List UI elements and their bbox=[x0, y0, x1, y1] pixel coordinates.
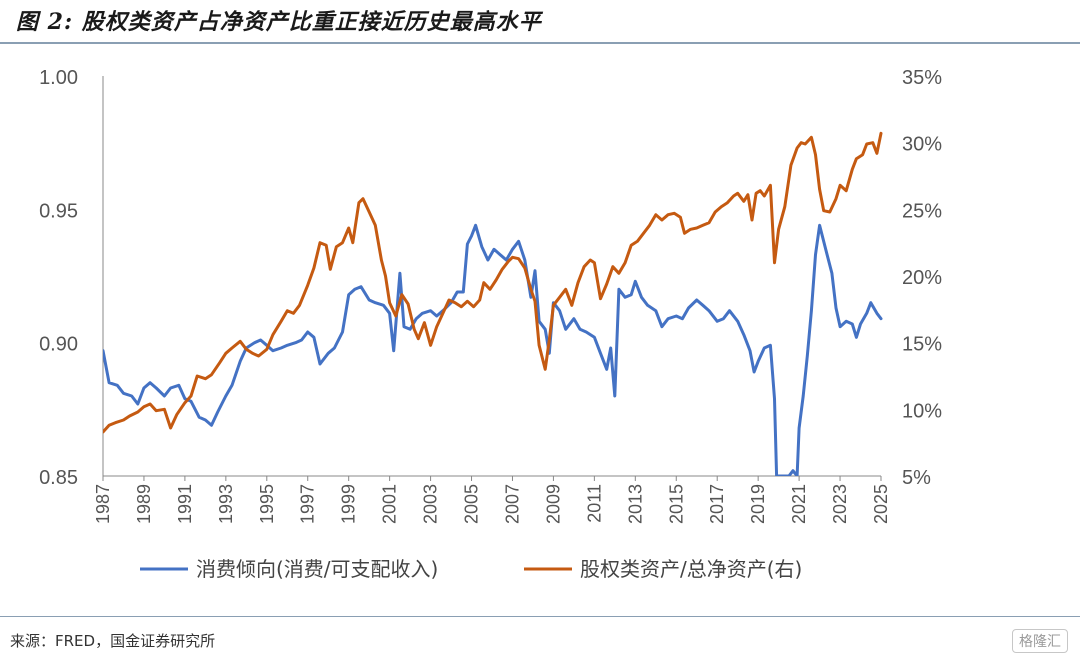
line-chart: 1.00 0.95 0.90 0.85 35% 30% 25% 20% 15% 10% 5% 1987… bbox=[39, 67, 942, 581]
legend-label: 消费倾向(消费/可支配收入) bbox=[196, 557, 438, 581]
footer-rule bbox=[0, 616, 1080, 617]
x-tick-label: 2007 bbox=[502, 484, 522, 524]
x-tick-label: 2001 bbox=[380, 484, 400, 524]
x-tick-label: 2017 bbox=[707, 484, 727, 524]
watermark-logo: 格隆汇 bbox=[1012, 629, 1068, 653]
x-tick-label: 1993 bbox=[216, 484, 236, 524]
legend-label: 股权类资产/总净资产(右) bbox=[580, 557, 802, 581]
y-right-tick-label: 15% bbox=[902, 334, 942, 356]
y-left-tick-label: 1.00 bbox=[39, 67, 78, 89]
y-left-tick-label: 0.85 bbox=[39, 467, 78, 489]
series-line-1 bbox=[103, 131, 883, 434]
x-tick-label: 1995 bbox=[257, 484, 277, 524]
y-right-tick-label: 30% bbox=[902, 134, 942, 156]
header-rule bbox=[0, 42, 1080, 44]
y-right-tick-label: 20% bbox=[902, 267, 942, 289]
x-tick-label: 2025 bbox=[871, 484, 891, 524]
x-tick-label: 1997 bbox=[298, 484, 318, 524]
x-tick-label: 1987 bbox=[93, 484, 113, 524]
x-tick-label: 2009 bbox=[543, 484, 563, 524]
x-tick-label: 1989 bbox=[134, 484, 154, 524]
y-right-tick-label: 35% bbox=[902, 67, 942, 89]
y-right-tick-label: 10% bbox=[902, 400, 942, 422]
x-tick-label: 1991 bbox=[175, 484, 195, 524]
series-line-0 bbox=[103, 223, 883, 476]
y-left-tick-label: 0.95 bbox=[39, 200, 78, 222]
figure-header: 图 2: 股权类资产占净资产比重正接近历史最高水平 bbox=[0, 0, 1080, 44]
y-left-tick-label: 0.90 bbox=[39, 334, 78, 356]
x-tick-label: 2011 bbox=[584, 484, 604, 523]
x-tick-label: 2005 bbox=[462, 484, 482, 524]
y-right-tick-label: 25% bbox=[902, 200, 942, 222]
x-tick-label: 2003 bbox=[421, 484, 441, 524]
y-right-tick-label: 5% bbox=[902, 467, 931, 489]
x-tick-label: 1999 bbox=[339, 484, 359, 524]
source-note: 来源：FRED，国金证券研究所 bbox=[10, 632, 216, 650]
x-tick-label: 2023 bbox=[830, 484, 850, 524]
x-tick-label: 2019 bbox=[748, 484, 768, 524]
x-tick-label: 2013 bbox=[625, 484, 645, 524]
x-tick-label: 2015 bbox=[666, 484, 686, 524]
figure-title: 图 2: 股权类资产占净资产比重正接近历史最高水平 bbox=[16, 9, 542, 35]
x-tick-label: 2021 bbox=[789, 484, 809, 524]
